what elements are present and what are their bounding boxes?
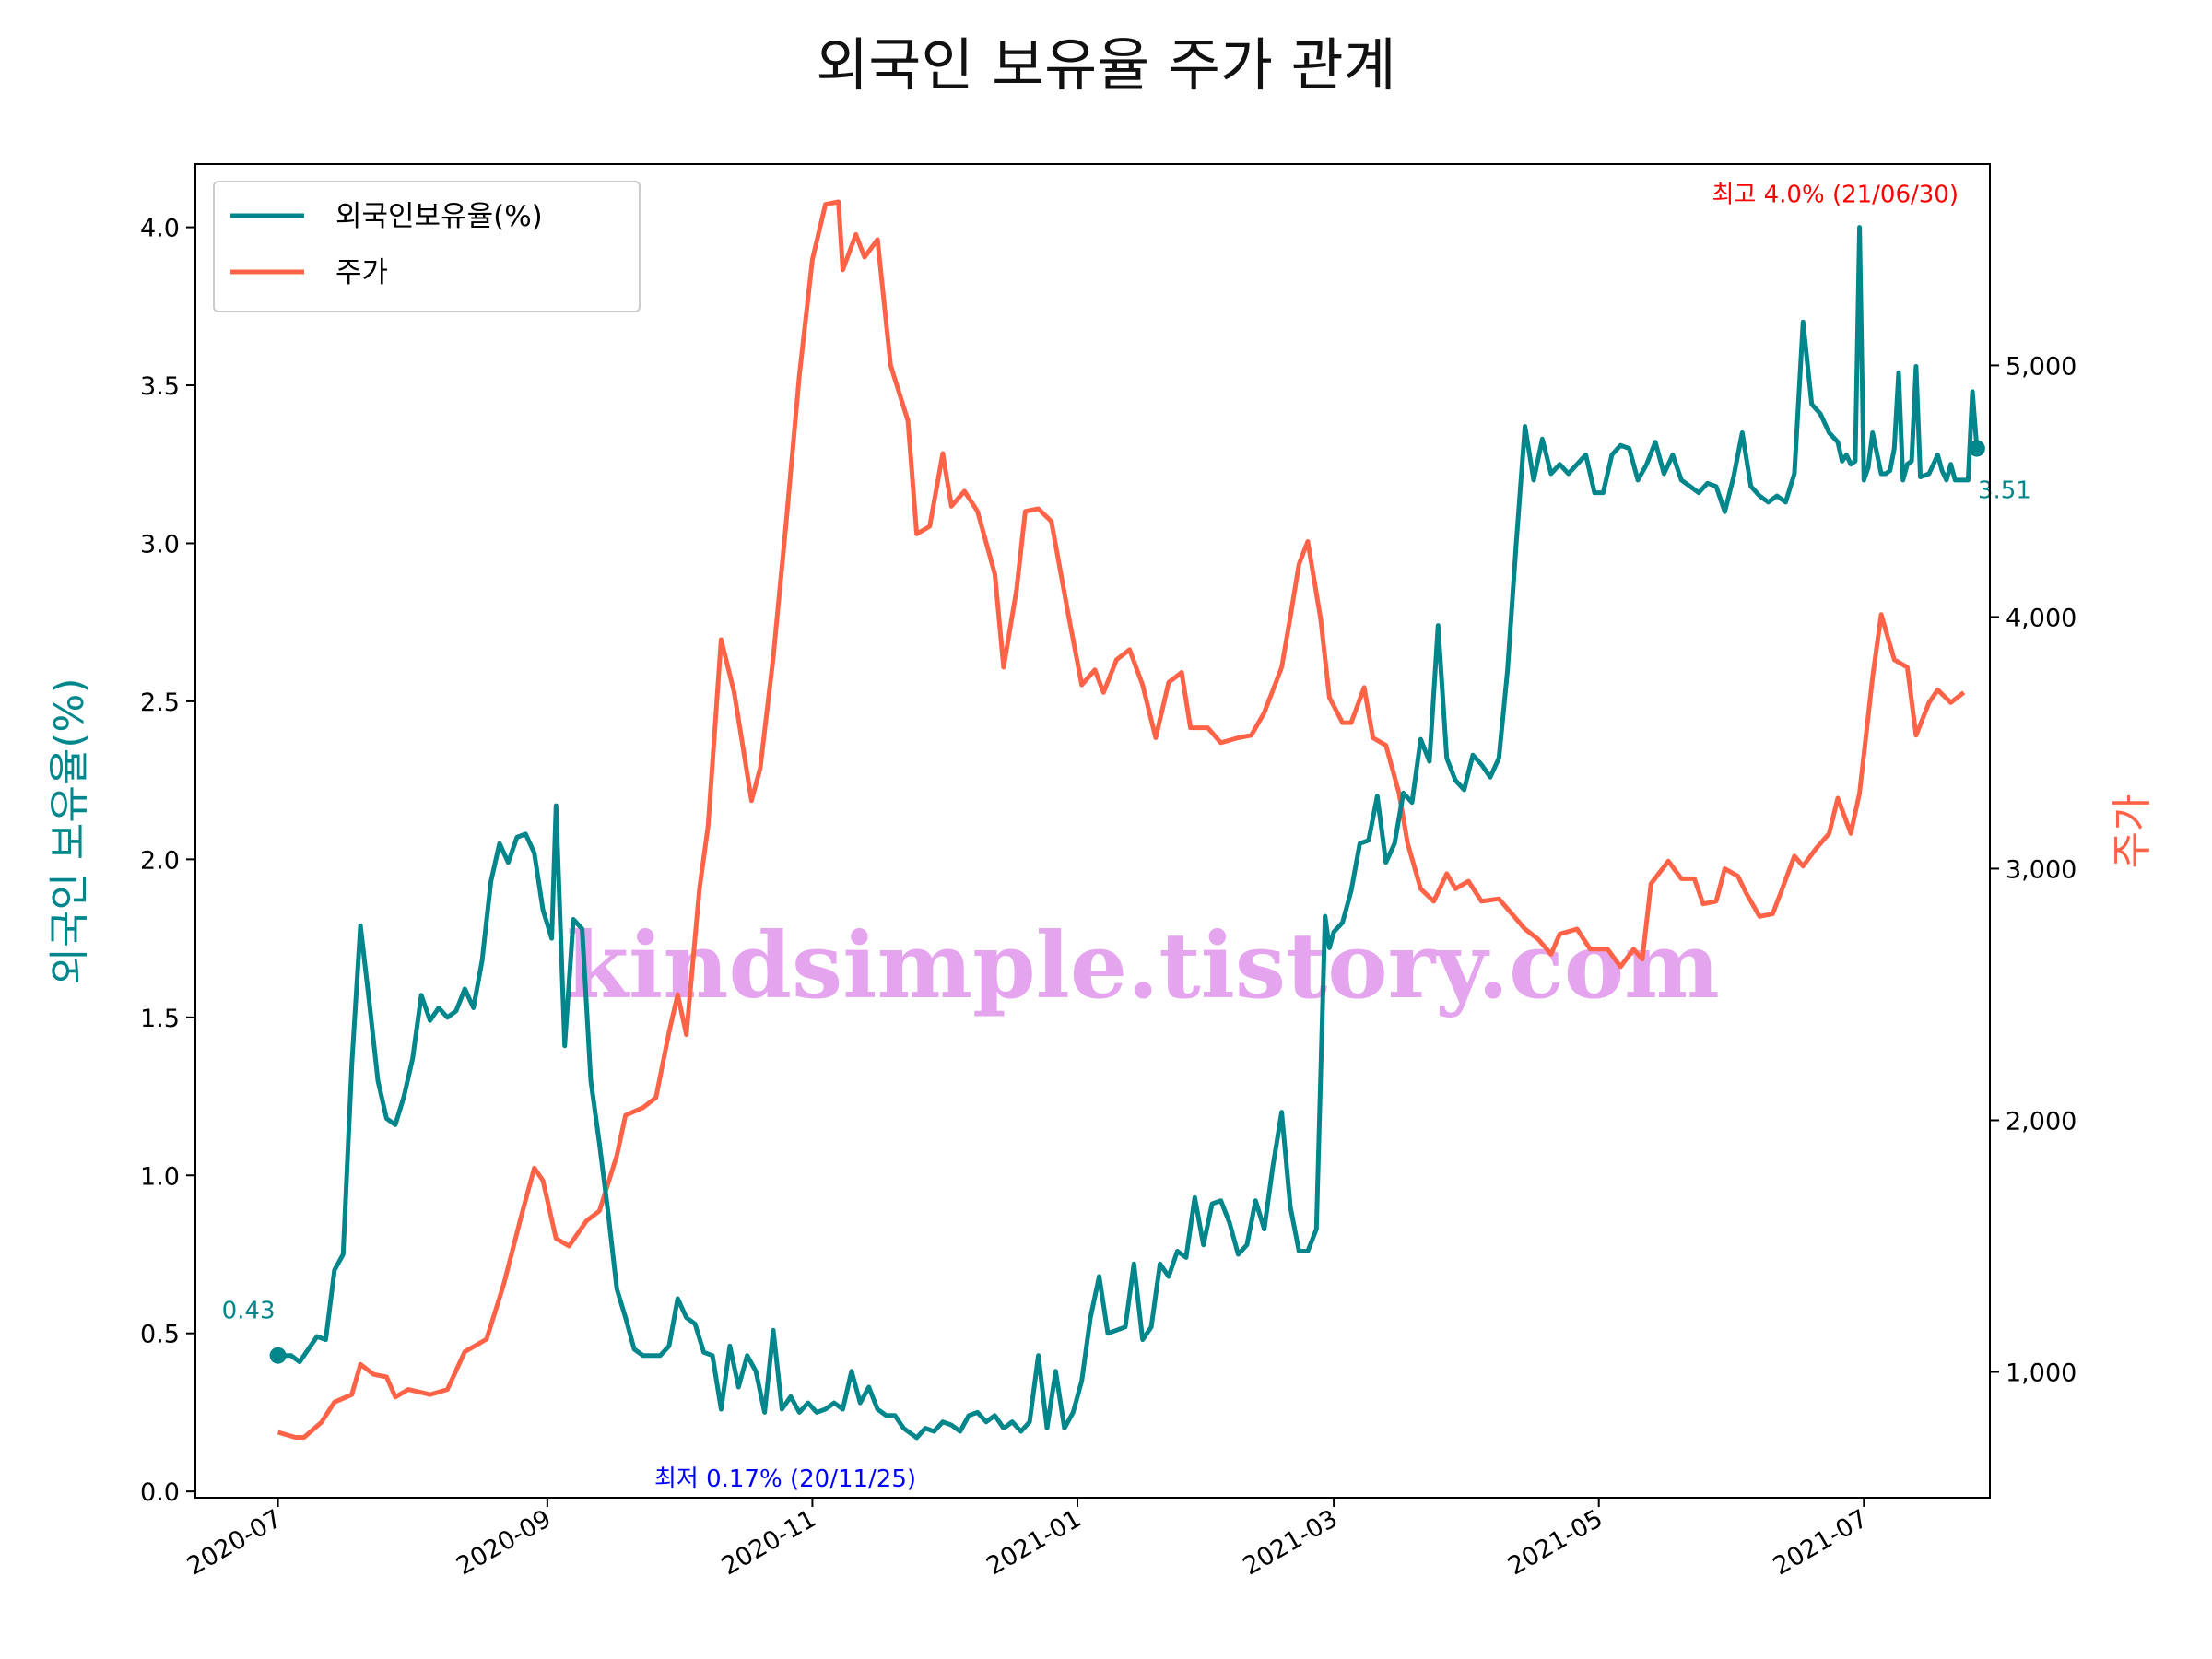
plot-frame xyxy=(194,163,1991,1499)
legend-box xyxy=(213,181,641,312)
y-axis-label-left: 외국인 보유율(%) xyxy=(46,677,93,984)
x-tick-label: 2021-03 xyxy=(1238,1504,1342,1581)
start-value-label: 0.43 xyxy=(222,1298,276,1325)
y-tick-label-left: 0.5 xyxy=(140,1321,180,1349)
annotation-layer: 0.43 3.51 최고 4.0% (21/06/30) 최저 0.17% (20/1… xyxy=(222,182,2031,1493)
y-tick-label-left: 2.5 xyxy=(140,688,180,717)
y-tick-label-right: 2,000 xyxy=(2006,1107,2077,1135)
y-axis-label-right: 주가 xyxy=(2109,794,2156,869)
x-tick-label: 2021-01 xyxy=(982,1504,1086,1581)
series-line-price xyxy=(276,199,1966,1440)
ticks-layer: 2020-07 2020-09 2020-11 2021-01 2021-03 2021-… xyxy=(140,215,2077,1582)
legend: 외국인보유율(%) 주가 xyxy=(213,181,641,312)
legend-label-foreign: 외국인보유율(%) xyxy=(335,200,543,233)
watermark-layer: kindsimple.tistory.com xyxy=(566,913,1720,1019)
x-tick-label: 2020-11 xyxy=(717,1504,821,1581)
end-value-label: 3.51 xyxy=(1978,477,2031,505)
y-tick-label-left: 4.0 xyxy=(140,215,180,243)
min-annotation: 최저 0.17% (20/11/25) xyxy=(654,1465,916,1493)
end-marker xyxy=(1968,440,1985,457)
series-line-foreign xyxy=(277,225,1980,1441)
max-annotation: 최고 4.0% (21/06/30) xyxy=(1712,182,1959,209)
x-tick-label: 2021-07 xyxy=(1769,1504,1873,1581)
y-tick-label-right: 1,000 xyxy=(2006,1359,2077,1387)
chart-title: 외국인 보유율 주가 관계 xyxy=(816,31,1396,99)
y-tick-label-left: 3.0 xyxy=(140,530,180,559)
watermark-text: kindsimple.tistory.com xyxy=(566,913,1720,1019)
y-tick-label-left: 1.0 xyxy=(140,1162,180,1191)
y-tick-label-left: 0.0 xyxy=(140,1478,180,1507)
y-tick-label-left: 2.0 xyxy=(140,846,180,875)
x-tick-label: 2020-09 xyxy=(452,1504,556,1581)
y-tick-label-right: 4,000 xyxy=(2006,604,2077,632)
x-tick-label: 2020-07 xyxy=(182,1504,287,1581)
plot-layer xyxy=(269,199,1985,1441)
y-tick-label-right: 5,000 xyxy=(2006,352,2077,381)
x-tick-label: 2021-05 xyxy=(1503,1504,1607,1581)
y-tick-label-left: 3.5 xyxy=(140,372,180,401)
y-tick-label-right: 3,000 xyxy=(2006,855,2077,884)
y-tick-label-left: 1.5 xyxy=(140,1005,180,1033)
start-marker xyxy=(269,1347,287,1364)
legend-label-price: 주가 xyxy=(335,256,388,289)
